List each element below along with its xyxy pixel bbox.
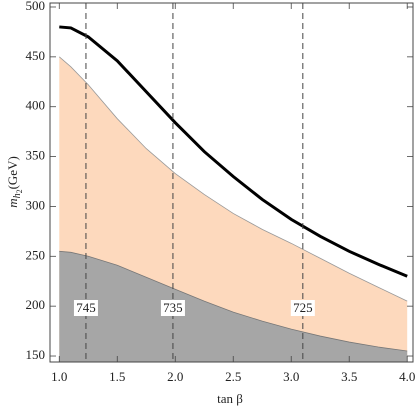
y-tick-label: 200 bbox=[26, 297, 46, 312]
area bbox=[59, 251, 408, 362]
contour-label-bg bbox=[160, 300, 185, 316]
y-axis-label: mh2(GeV) bbox=[5, 156, 24, 208]
contour-label: 745 bbox=[76, 300, 96, 315]
y-tick-label: 300 bbox=[26, 197, 46, 212]
frame bbox=[49, 2, 414, 363]
y-label-unit: (GeV) bbox=[5, 156, 20, 189]
line bbox=[59, 25, 408, 278]
x-tick-label: 3.0 bbox=[283, 369, 299, 384]
y-label-main: m bbox=[5, 198, 20, 207]
contour-label-bg bbox=[73, 300, 98, 316]
y-label-subsub: 2 bbox=[15, 189, 24, 193]
area-edge bbox=[59, 250, 408, 352]
x-tick-label: 1.0 bbox=[51, 369, 67, 384]
x-tick-label: 4.0 bbox=[399, 369, 415, 384]
x-tick-label: 2.0 bbox=[167, 369, 183, 384]
contour-label: 735 bbox=[163, 300, 183, 315]
y-tick-label: 400 bbox=[26, 98, 46, 113]
y-tick-label: 250 bbox=[26, 247, 46, 262]
area-edge bbox=[59, 56, 408, 302]
y-tick-label: 500 bbox=[26, 0, 46, 13]
x-tick-label: 2.5 bbox=[225, 369, 241, 384]
x-tick-label: 1.5 bbox=[109, 369, 125, 384]
x-axis-label: tan β bbox=[217, 391, 243, 406]
contour-label-bg bbox=[290, 300, 315, 316]
y-label-sub: h bbox=[12, 193, 23, 198]
contour-label: 725 bbox=[293, 300, 313, 315]
y-tick-label: 150 bbox=[26, 347, 46, 362]
y-tick-label: 450 bbox=[26, 48, 46, 63]
x-tick-label: 3.5 bbox=[341, 369, 357, 384]
y-tick-label: 350 bbox=[26, 148, 46, 163]
